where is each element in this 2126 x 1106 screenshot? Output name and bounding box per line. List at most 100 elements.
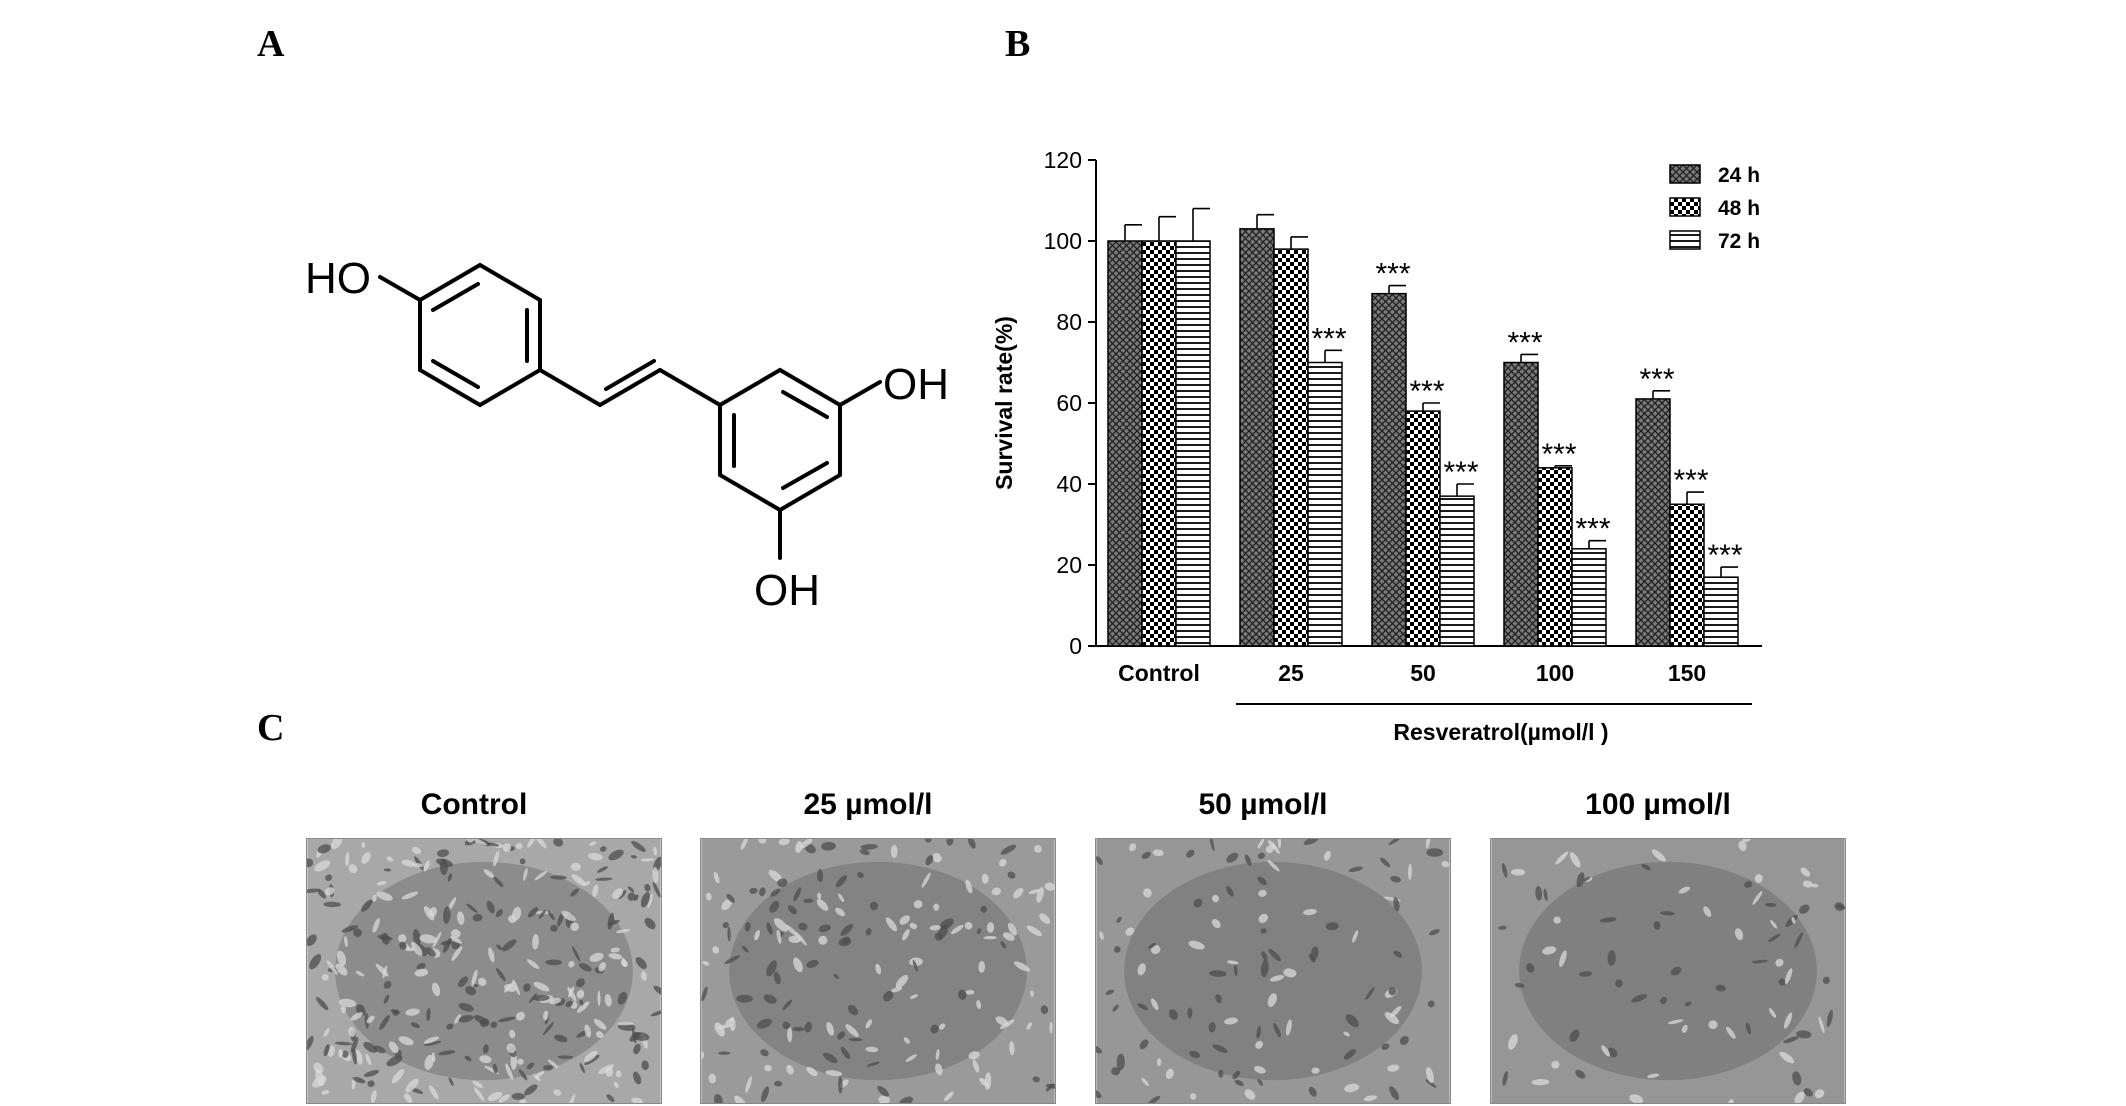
cell [792,1027,805,1032]
cell [1576,872,1585,888]
cell [764,1064,772,1072]
cell [1559,950,1567,968]
cell [604,993,612,1007]
cell [845,1024,859,1037]
cell [617,991,628,1005]
cell [1150,945,1161,955]
cell [788,935,802,944]
cell [1752,890,1763,905]
cell [1188,940,1205,950]
cell [1425,1067,1434,1084]
cell [631,1097,643,1103]
cell [321,974,329,981]
cell [608,849,624,861]
cell [338,998,357,1008]
cell [1768,933,1781,943]
cell [967,839,976,849]
cell [1826,1009,1833,1027]
cell [607,919,620,926]
cell [1629,1094,1644,1103]
cell [641,971,647,981]
significance-label: *** [1575,513,1610,546]
cell [404,1093,413,1103]
cell [1096,1089,1102,1099]
bar-72h-50 [1439,495,1475,647]
cell [1380,857,1391,868]
y-tick-label: 0 [1069,633,1082,659]
legend-swatch [1669,197,1701,217]
cell [650,1010,661,1017]
cell [1190,1093,1197,1100]
cell [472,1080,483,1088]
bar-48h-25 [1273,248,1309,647]
cell [1681,1024,1688,1033]
micrograph-title-50: 50 µmol/l [1198,788,1328,821]
cell [964,921,973,930]
cell [806,959,819,968]
cell [1007,922,1017,936]
cell [983,935,997,940]
cell [1501,863,1508,878]
cell [388,1041,399,1054]
cell [1257,839,1265,849]
cell [1498,925,1507,930]
cell [419,934,437,944]
cell [457,911,465,925]
micrograph-25 [700,838,1056,1104]
y-tick-label: 60 [1056,390,1082,416]
survival-rate-chart: 0 20 40 60 80 100 120 Survival rate(%) Control 25… [991,147,1762,745]
cell [584,1054,600,1065]
cell [976,1000,982,1010]
cell [965,989,975,995]
cell [1026,925,1042,937]
cell [1345,1014,1359,1028]
cell [1615,979,1623,988]
cell [1310,946,1319,961]
micrograph-title-100: 100 µmol/l [1585,788,1731,821]
cell [341,1050,349,1058]
significance-label: *** [1311,322,1346,355]
bar-24h-150 [1635,398,1671,647]
cell [1105,989,1115,995]
cell [1800,867,1811,877]
cell [1575,1069,1586,1079]
cell [1678,886,1691,894]
cell [405,1008,420,1016]
cell [323,1044,330,1057]
cell [979,1077,990,1087]
cell [471,969,478,987]
cell [1514,983,1525,988]
cell [865,1046,879,1053]
cell [579,999,584,1006]
cell [610,947,620,953]
cell [437,849,450,858]
cell [490,1021,498,1029]
cell [373,1045,386,1054]
cell [1428,929,1440,936]
cell [576,1001,590,1013]
cell [899,1096,913,1103]
cell [1647,1073,1660,1079]
cell [653,846,658,856]
cell [777,878,788,888]
cell [1631,994,1648,1003]
cell [1226,852,1239,863]
cell [1141,1077,1149,1086]
x-tick-label: 25 [1278,660,1304,686]
cell [924,839,932,843]
cell [579,1062,586,1074]
cell [768,869,783,883]
cell [1168,1009,1178,1020]
cell [1209,970,1227,977]
cell [1441,861,1450,868]
cell [641,1060,649,1071]
cell [848,1037,863,1042]
cell [1814,1089,1825,1099]
cell [773,971,781,985]
cell [535,1071,545,1078]
legend-label: 24 h [1718,164,1760,187]
micrograph-100 [1490,838,1846,1104]
cell [793,887,802,902]
cell [1232,1070,1241,1080]
cell [309,954,322,970]
